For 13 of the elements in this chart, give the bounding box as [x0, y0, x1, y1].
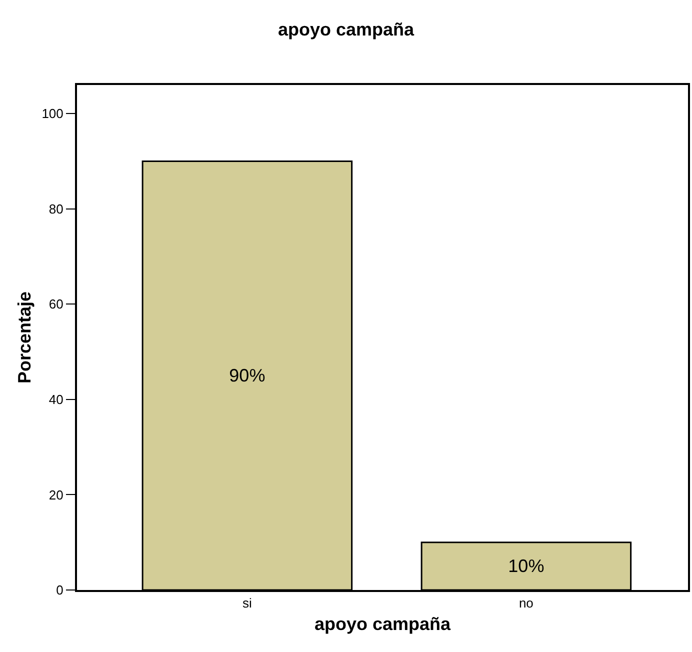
y-axis-title: Porcentaje — [14, 291, 34, 384]
y-tick-label: 0 — [56, 582, 64, 598]
chart-title: apoyo campaña — [278, 19, 416, 40]
y-tick-label: 60 — [48, 296, 64, 312]
data-label: 10% — [508, 556, 544, 576]
y-tick-label: 100 — [42, 106, 64, 122]
data-label: 90% — [229, 366, 266, 386]
y-tick-label: 40 — [48, 392, 64, 407]
y-tick-label: 80 — [48, 201, 64, 216]
x-axis-title: apoyo campaña — [314, 614, 452, 634]
x-tick-label: si — [242, 596, 252, 611]
x-tick-label: no — [518, 596, 534, 611]
y-tick-label: 20 — [48, 487, 64, 502]
